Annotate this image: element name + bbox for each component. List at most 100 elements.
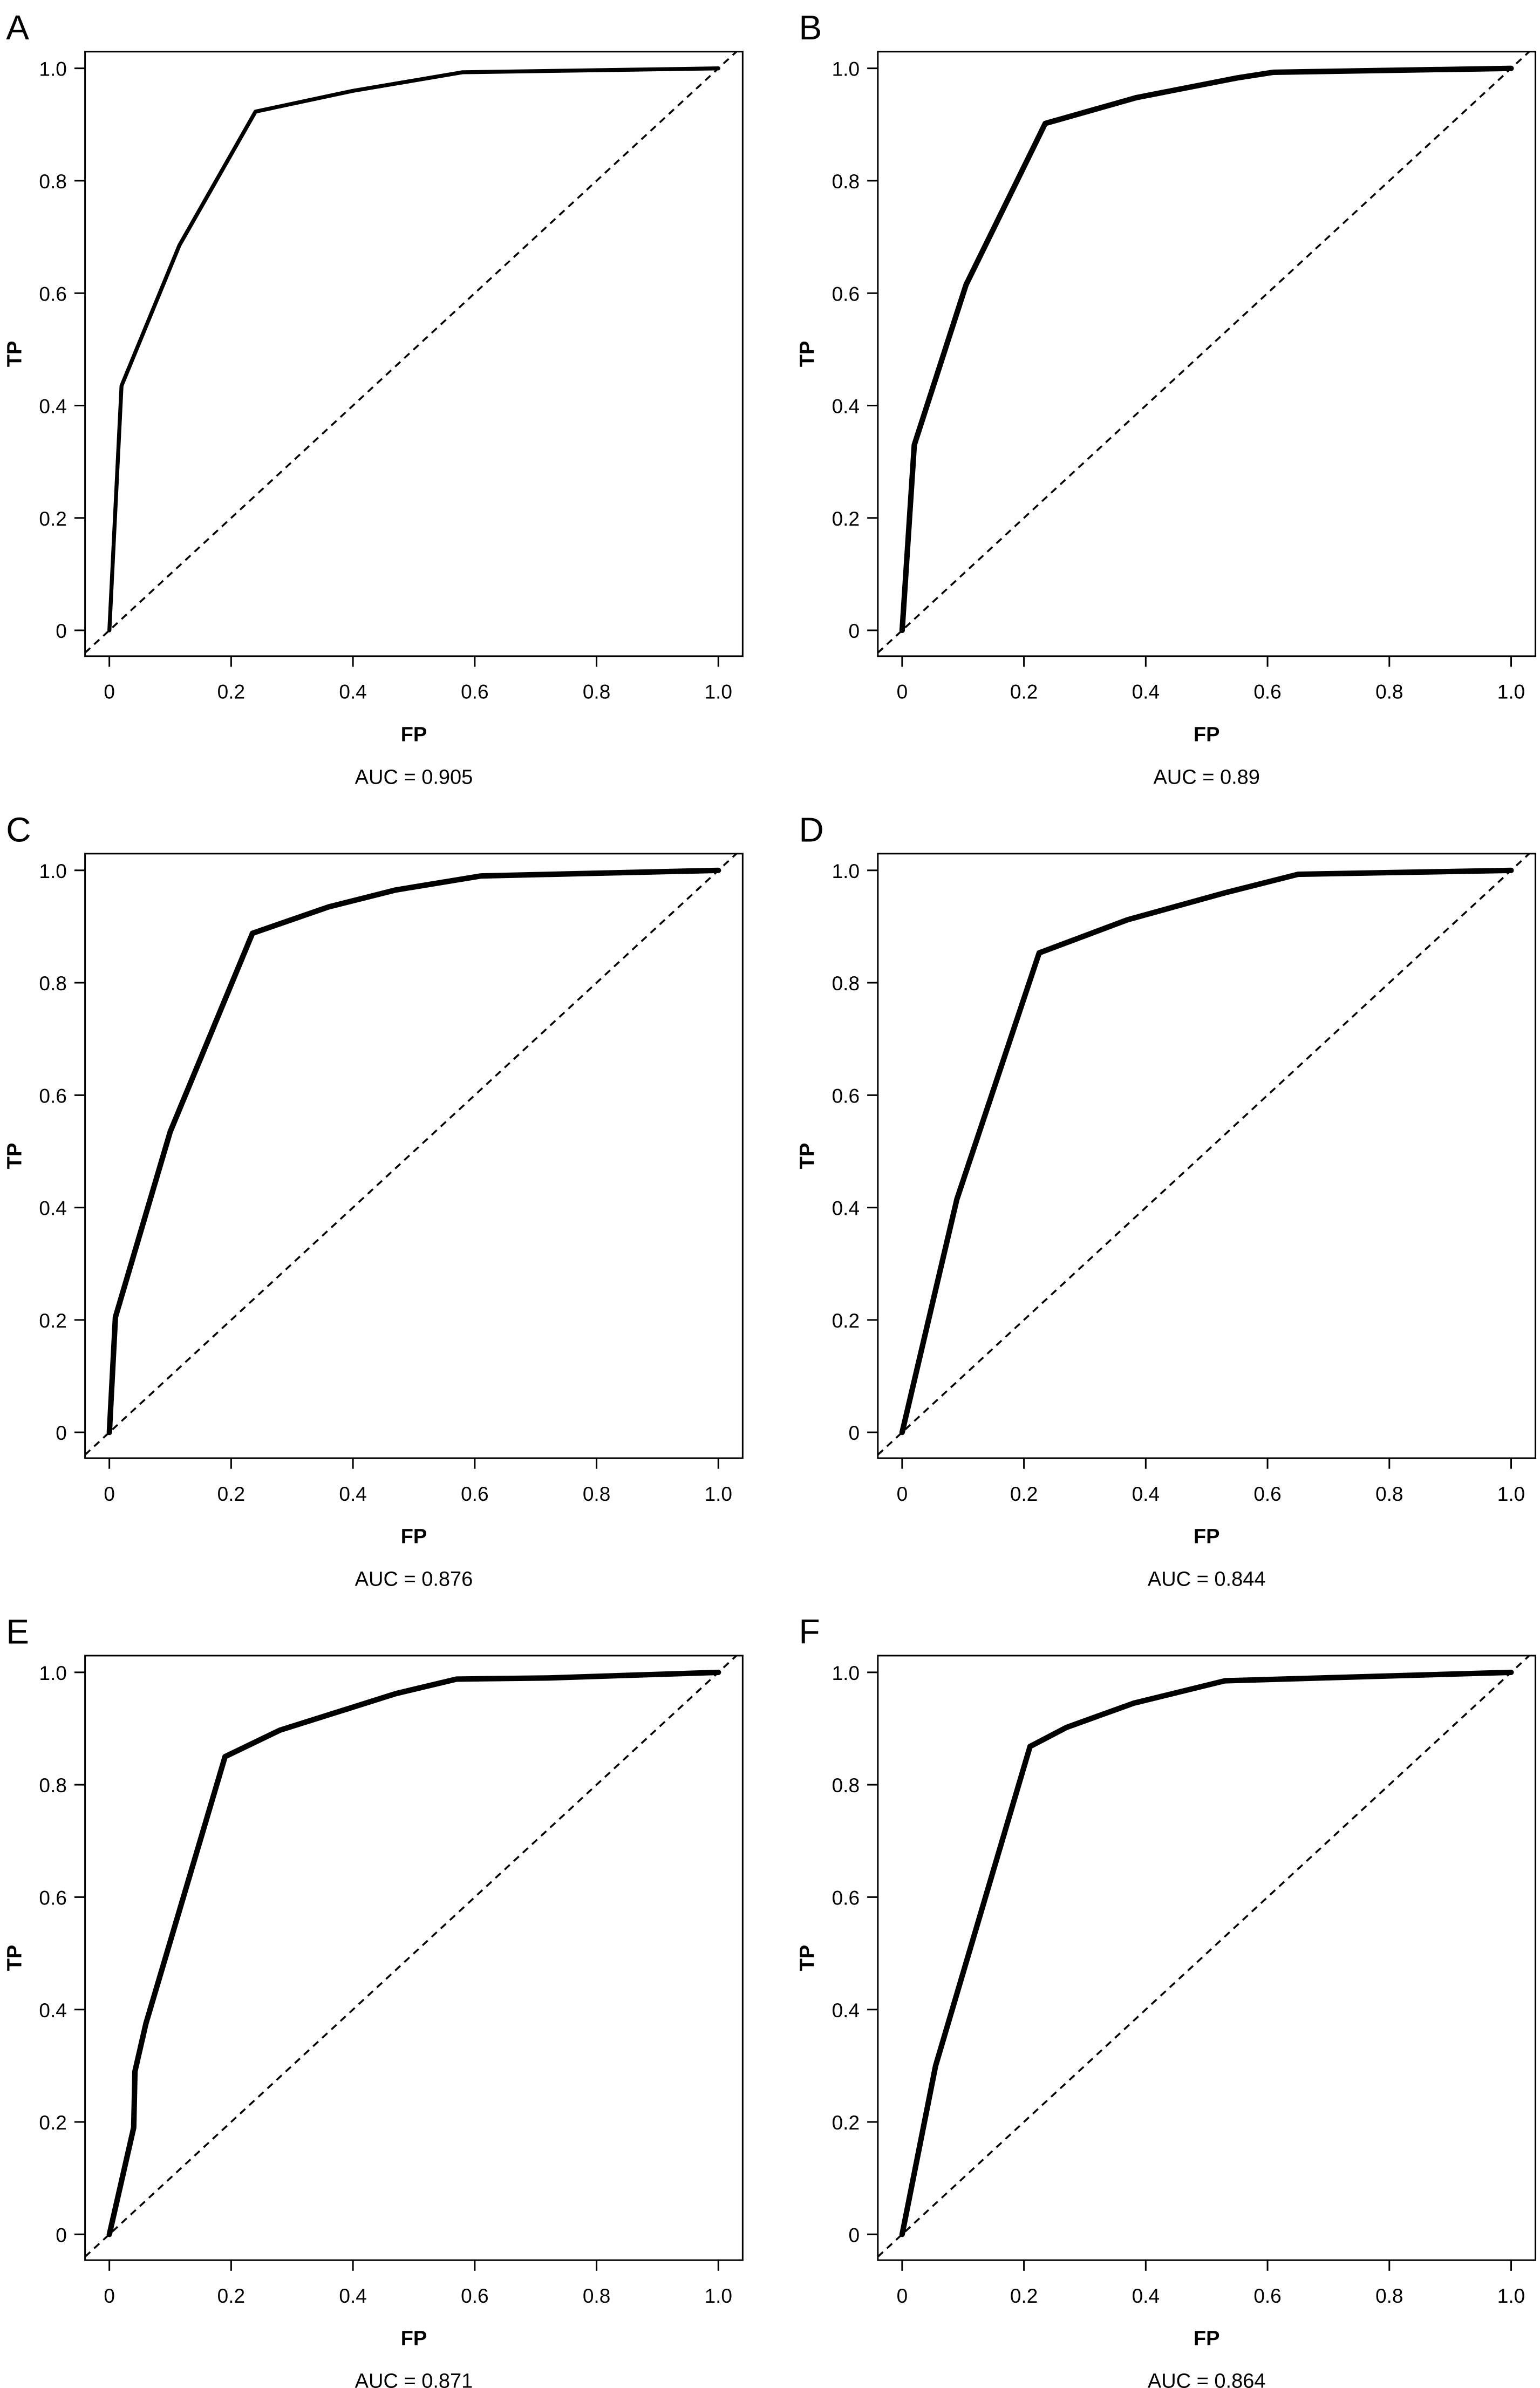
y-axis-label: TP bbox=[796, 341, 819, 368]
roc-curve bbox=[107, 66, 720, 632]
x-tick-label: 0 bbox=[104, 1483, 115, 1505]
y-tick-label: 0 bbox=[848, 2224, 860, 2246]
panel-letter: E bbox=[6, 1612, 29, 1651]
roc-curve bbox=[899, 1669, 1514, 2237]
x-axis-label: FP bbox=[401, 1526, 427, 1548]
x-tick-label: 0.6 bbox=[461, 2285, 488, 2307]
x-tick-label: 0 bbox=[104, 2285, 115, 2307]
y-tick-label: 0 bbox=[56, 620, 67, 642]
roc-curve bbox=[106, 867, 721, 1435]
reference-diagonal bbox=[877, 51, 1531, 654]
x-tick-label: 0.4 bbox=[1132, 2285, 1160, 2307]
x-tick-label: 0.6 bbox=[1253, 1483, 1281, 1505]
y-tick-label: 0.6 bbox=[832, 283, 860, 305]
roc-curve bbox=[899, 867, 1514, 1435]
roc-panel-b: B 0 0.2 0.4 0.6 0.8 1.0 0 0.2 0.4 0.6 0.8 1.0 FP TP AUC… bbox=[796, 8, 1537, 788]
x-tick-label: 0.2 bbox=[1010, 681, 1038, 703]
y-tick-label: 0.6 bbox=[39, 283, 66, 305]
y-axis-label: TP bbox=[3, 341, 26, 368]
y-tick-label: 0.2 bbox=[39, 1310, 66, 1332]
y-tick-label: 0.2 bbox=[39, 2112, 66, 2134]
x-tick-label: 0 bbox=[897, 2285, 908, 2307]
y-tick-label: 1.0 bbox=[832, 860, 860, 882]
x-axis-label: FP bbox=[1194, 2328, 1220, 2350]
reference-diagonal bbox=[85, 1655, 738, 2258]
x-tick-label: 0.8 bbox=[1375, 2285, 1403, 2307]
auc-caption: AUC = 0.876 bbox=[355, 1568, 473, 1590]
plot-frame bbox=[877, 853, 1537, 1459]
plot-frame bbox=[84, 51, 744, 657]
y-tick-label: 0.4 bbox=[832, 1198, 860, 1220]
x-tick-label: 0.8 bbox=[583, 2285, 610, 2307]
x-tick-label: 0.4 bbox=[1132, 1483, 1160, 1505]
roc-panel-c: C 0 0.2 0.4 0.6 0.8 1.0 0 0.2 0.4 0.6 0.8 1.0 FP TP AUC… bbox=[3, 810, 744, 1590]
y-tick-label: 0.4 bbox=[39, 1198, 66, 1220]
y-tick-label: 0 bbox=[848, 620, 860, 642]
y-tick-label: 0.8 bbox=[39, 171, 66, 193]
y-tick-label: 1.0 bbox=[39, 58, 66, 80]
auc-caption: AUC = 0.844 bbox=[1148, 1568, 1266, 1590]
y-tick-label: 0.2 bbox=[832, 2112, 860, 2134]
roc-curve bbox=[106, 1669, 721, 2237]
y-tick-label: 1.0 bbox=[832, 58, 860, 80]
x-tick-label: 0 bbox=[897, 1483, 908, 1505]
x-axis-label: FP bbox=[1194, 1526, 1220, 1548]
x-tick-label: 1.0 bbox=[705, 1483, 732, 1505]
auc-caption: AUC = 0.864 bbox=[1148, 2370, 1266, 2388]
panel-letter: A bbox=[6, 8, 29, 47]
y-tick-label: 1.0 bbox=[39, 1662, 66, 1684]
roc-panel-d: D 0 0.2 0.4 0.6 0.8 1.0 0 0.2 0.4 0.6 0.8 1.0 FP TP AUC… bbox=[796, 810, 1537, 1590]
x-tick-label: 0.4 bbox=[1132, 681, 1160, 703]
y-tick-label: 0.6 bbox=[39, 1887, 66, 1909]
panel-letter: C bbox=[6, 810, 31, 849]
y-tick-label: 1.0 bbox=[832, 1662, 860, 1684]
y-tick-label: 0.6 bbox=[39, 1085, 66, 1107]
y-axis-label: TP bbox=[3, 1945, 26, 1971]
x-tick-label: 0 bbox=[104, 681, 115, 703]
x-tick-label: 0.4 bbox=[339, 2285, 366, 2307]
x-tick-label: 1.0 bbox=[1497, 681, 1525, 703]
y-axis-label: TP bbox=[796, 1945, 819, 1971]
y-tick-label: 0.4 bbox=[39, 1999, 66, 2022]
x-axis-label: FP bbox=[401, 724, 427, 746]
x-axis-label: FP bbox=[1194, 724, 1220, 746]
y-tick-label: 0 bbox=[56, 2224, 67, 2246]
x-tick-label: 0.6 bbox=[1253, 2285, 1281, 2307]
x-tick-label: 0.2 bbox=[217, 2285, 245, 2307]
x-tick-label: 0.6 bbox=[461, 1483, 488, 1505]
y-tick-label: 0.8 bbox=[832, 972, 860, 995]
y-tick-label: 0.2 bbox=[39, 508, 66, 530]
x-tick-label: 0.4 bbox=[339, 681, 366, 703]
y-tick-label: 0.2 bbox=[832, 508, 860, 530]
x-tick-label: 1.0 bbox=[705, 681, 732, 703]
plot-frame bbox=[877, 1655, 1537, 2261]
y-axis-label: TP bbox=[796, 1143, 819, 1169]
x-tick-label: 0.2 bbox=[1010, 1483, 1038, 1505]
auc-caption: AUC = 0.905 bbox=[355, 766, 473, 788]
y-tick-label: 0.8 bbox=[39, 1774, 66, 1797]
roc-panel-f: F 0 0.2 0.4 0.6 0.8 1.0 0 0.2 0.4 0.6 0.8 1.0 FP TP AUC… bbox=[796, 1612, 1537, 2388]
y-tick-label: 0.6 bbox=[832, 1887, 860, 1909]
plot-frame bbox=[84, 853, 744, 1459]
x-tick-label: 0.8 bbox=[1375, 681, 1403, 703]
y-tick-label: 0.8 bbox=[832, 1774, 860, 1797]
x-axis-label: FP bbox=[401, 2328, 427, 2350]
x-tick-label: 1.0 bbox=[705, 2285, 732, 2307]
auc-caption: AUC = 0.89 bbox=[1153, 766, 1260, 788]
x-tick-label: 0.8 bbox=[1375, 1483, 1403, 1505]
x-tick-label: 0.2 bbox=[217, 1483, 245, 1505]
x-tick-label: 0.8 bbox=[583, 1483, 610, 1505]
y-tick-label: 0.2 bbox=[832, 1310, 860, 1332]
reference-diagonal bbox=[85, 853, 738, 1456]
y-tick-label: 0 bbox=[848, 1422, 860, 1444]
plot-frame bbox=[877, 51, 1537, 657]
auc-caption: AUC = 0.871 bbox=[355, 2370, 473, 2388]
x-tick-label: 1.0 bbox=[1497, 2285, 1525, 2307]
panel-letter: B bbox=[799, 8, 822, 47]
y-tick-label: 0.8 bbox=[39, 972, 66, 995]
y-tick-label: 0 bbox=[56, 1422, 67, 1444]
roc-curve bbox=[899, 65, 1514, 634]
panel-letter: D bbox=[799, 810, 823, 849]
x-tick-label: 0 bbox=[897, 681, 908, 703]
